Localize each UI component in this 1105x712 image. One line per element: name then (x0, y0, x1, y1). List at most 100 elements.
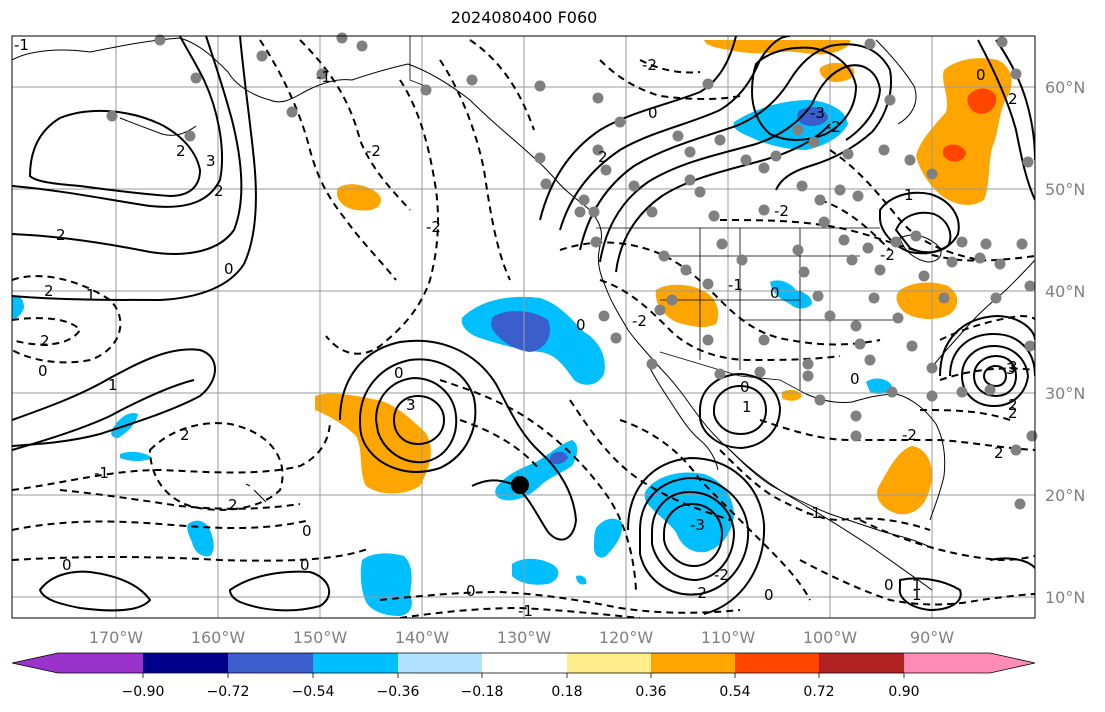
contour-label: -2 (774, 202, 789, 220)
lon-label: 110°W (701, 628, 756, 647)
colorbar-swatch (313, 653, 398, 673)
contour-label: 0 (302, 522, 312, 540)
latitude-labels: 60°N 50°N 40°N 30°N 20°N 10°N (1045, 78, 1085, 607)
orange-region (896, 282, 958, 320)
blue-region (644, 472, 734, 553)
lon-label: 120°W (599, 628, 654, 647)
hawaii (245, 483, 267, 503)
shaded-regions (12, 40, 1012, 616)
contour-label: 0 (740, 378, 750, 396)
dark-blue-region (491, 311, 550, 352)
lat-label: 40°N (1045, 282, 1085, 301)
colorbar-tick-label: 0.72 (803, 684, 834, 700)
state-lines (660, 228, 900, 390)
colorbar-swatch (58, 653, 143, 673)
political-borders (409, 36, 900, 395)
blue-region (770, 280, 812, 309)
orange-region (877, 446, 932, 515)
colorbar-swatch (482, 653, 567, 673)
lat-label: 10°N (1045, 588, 1085, 607)
contour-label: 1 (904, 186, 914, 204)
colorbar-tick-label: 0.18 (551, 684, 582, 700)
contour-label: 0 (224, 260, 234, 278)
orange-region (336, 184, 381, 211)
blue-region (594, 518, 623, 558)
contour-label: -3 (810, 104, 825, 122)
colorbar-tick-label: 0.90 (888, 684, 919, 700)
colorbar-tick-label: −0.54 (292, 684, 335, 700)
contour-label: 0 (466, 582, 476, 600)
contour-label: 2 (1008, 90, 1018, 108)
lon-label: 130°W (497, 628, 552, 647)
lat-label: 20°N (1045, 486, 1085, 505)
colorbar-swatch (651, 653, 735, 673)
contour-label: 0 (850, 370, 860, 388)
contour-label: 2 (994, 444, 1004, 462)
colorbar-swatch (398, 653, 482, 673)
contour-label: -1 (14, 36, 29, 54)
alaska-coast (12, 37, 933, 549)
contour-label: 0 (884, 576, 894, 594)
colorbar-tick-label: −0.18 (461, 684, 504, 700)
contour-label: -2 (426, 218, 441, 236)
contour-label: 3 (1006, 360, 1016, 378)
contour-label: 2 (176, 142, 186, 160)
map-title: 2024080400 F060 (450, 8, 598, 27)
contour-label: -2 (642, 56, 657, 74)
contour-label: -3 (690, 516, 705, 534)
colorbar-min-triangle (12, 653, 58, 673)
station-dots (106, 32, 1038, 510)
map-frame (11, 35, 1036, 619)
colorbar-tick-label: −0.90 (122, 684, 165, 700)
colorbar-outline (11, 652, 1036, 674)
contour-label: 1 (108, 376, 118, 394)
hudson-bay (875, 39, 917, 125)
contour-label: -2 (692, 584, 707, 602)
blue-region (187, 520, 214, 557)
colorbar-tick-label: −0.72 (207, 684, 250, 700)
gridlines (12, 36, 1035, 618)
lat-label: 30°N (1045, 384, 1085, 403)
lon-label: 140°W (395, 628, 450, 647)
blue-region (120, 451, 152, 461)
orange-region (315, 393, 431, 494)
colorbar-swatch (735, 653, 819, 673)
contour-label: 0 (764, 586, 774, 604)
colorbar-swatch (819, 653, 904, 673)
contour-label: 0 (394, 364, 404, 382)
contour-label: 2 (214, 182, 224, 200)
contour-labels: 2 2 3 2 0 2 1 0 1 2 3 0 -3 -2 -2 0 2 0 1… (14, 36, 1018, 620)
contour-label: 3 (1008, 358, 1018, 376)
contour-label: -2 (902, 426, 917, 444)
contour-label: 2 (180, 426, 190, 444)
gulf-coast (805, 393, 946, 521)
orange-region (704, 40, 851, 55)
lon-label: 160°W (191, 628, 246, 647)
contour-label: -1 (806, 504, 821, 522)
contour-label: 3 (206, 152, 216, 170)
colorbar-ticks (142, 673, 905, 678)
contour-label: 2 (1008, 396, 1018, 414)
colorbar-swatch (143, 653, 228, 673)
colorbar-swatch (567, 653, 651, 673)
central-america (729, 449, 933, 591)
us-mexico-border (659, 351, 807, 395)
east-coast (929, 259, 1035, 371)
contour-label: -2 (632, 312, 647, 330)
contour-label: 3 (406, 396, 416, 414)
contour-label: 2 (44, 282, 54, 300)
colorbar-max-triangle (990, 653, 1035, 673)
contour-label: 0 (62, 556, 72, 574)
red-region (967, 88, 997, 114)
contour-label: 1 (86, 286, 96, 304)
colorbar-swatch (228, 653, 313, 673)
contour-label: 2 (598, 148, 608, 166)
contour-label: -2 (880, 246, 895, 264)
red-region (942, 144, 966, 162)
contour-label: 2 (40, 332, 50, 350)
contour-label: -1 (728, 276, 743, 294)
lat-label: 60°N (1045, 78, 1085, 97)
contour-label: 2 (56, 226, 66, 244)
dark-blue-region (550, 451, 568, 465)
contour-label: -2 (826, 118, 841, 136)
